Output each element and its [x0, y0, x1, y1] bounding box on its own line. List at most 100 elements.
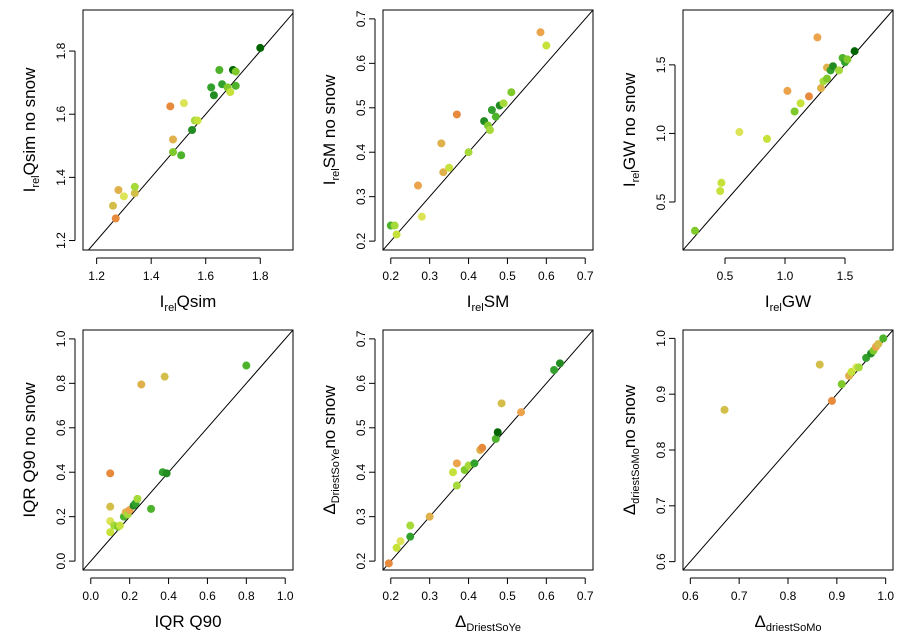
- data-point: [188, 126, 197, 134]
- ylabel-subscript: rel: [630, 170, 642, 182]
- data-point: [106, 502, 115, 511]
- y-axis-title: IrelGW no snow: [620, 72, 642, 187]
- y-axis: 0.2 0.3 0.4 0.5 0.6 0.7: [354, 10, 376, 249]
- x-tick-label: 0.6: [199, 589, 216, 603]
- x-tick-label: 0.2: [121, 589, 138, 603]
- data-point: [193, 116, 202, 125]
- y-axis: 0.5 1.0 1.5: [654, 56, 676, 210]
- x-tick-label: 0.3: [421, 589, 438, 603]
- y-tick-label: 0.6: [654, 553, 668, 570]
- data-point: [179, 99, 188, 108]
- plot-frame: [82, 329, 294, 571]
- y-tick-label: 0.3: [354, 508, 368, 525]
- data-point: [439, 168, 448, 177]
- data-point: [783, 86, 792, 95]
- data-point: [392, 543, 401, 552]
- data-point: [763, 134, 771, 143]
- y-axis-title: ΔdriestSoMono snow: [620, 384, 642, 515]
- y-tick-label: 0.4: [354, 144, 368, 161]
- x-axis: 0.0 0.2 0.4 0.6 0.8 1.0: [82, 577, 294, 603]
- y-axis: 0.6 0.7 0.8 0.9 1.0: [654, 330, 676, 570]
- x-axis-title: IrelQsim: [160, 292, 217, 314]
- data-point: [414, 181, 422, 190]
- data-point: [829, 62, 837, 71]
- y-axis: 1.2 1.4 1.6 1.8: [54, 42, 76, 249]
- x-tick-label: 0.8: [238, 589, 255, 603]
- plot-frame: [682, 9, 894, 251]
- data-point: [226, 88, 235, 97]
- x-tick-label: 0.4: [460, 589, 477, 603]
- ylabel-main: I: [620, 182, 639, 187]
- data-point: [691, 226, 699, 235]
- x-axis-title: ΔDriestSoYe: [455, 612, 521, 634]
- x-tick-label: 0.6: [682, 589, 699, 603]
- x-tick-label: 0.5: [499, 269, 516, 283]
- x-axis: 0.2 0.3 0.4 0.5 0.6 0.7: [382, 257, 594, 283]
- data-point: [555, 359, 564, 368]
- data-point: [452, 459, 461, 468]
- ylabel-rest: Qsim no snow: [20, 67, 39, 175]
- x-tick-label: 0.7: [577, 269, 594, 283]
- ylabel-main: Δ: [320, 503, 339, 514]
- x-tick-label: 0.9: [828, 589, 845, 603]
- y-tick-label: 0.7: [654, 497, 668, 514]
- ylabel-subscript: rel: [330, 168, 342, 180]
- xlabel-rest: GW: [782, 292, 811, 311]
- identity-line: [683, 10, 893, 250]
- data-point: [452, 110, 461, 119]
- data-point: [823, 74, 831, 83]
- data-point: [109, 201, 117, 210]
- x-tick-label: 0.3: [421, 269, 438, 283]
- ylabel-subscript: DriestSoYe: [330, 449, 342, 504]
- y-tick-label: 0.5: [354, 99, 368, 116]
- xlabel-main: Δ: [455, 612, 466, 631]
- data-point: [854, 363, 863, 372]
- data-point: [813, 33, 822, 42]
- y-tick-label: 1.6: [54, 106, 68, 123]
- y-tick-label: 0.2: [354, 232, 368, 249]
- data-point: [717, 178, 726, 187]
- y-axis-title: IrelSM no snow: [320, 74, 342, 185]
- x-axis-title: IrelGW: [765, 292, 811, 314]
- data-point: [487, 106, 496, 114]
- data-point: [256, 43, 265, 52]
- ylabel-subscript: driestSoMo: [630, 448, 642, 504]
- x-tick-label: 1.5: [837, 269, 854, 283]
- xlabel-subscript: rel: [164, 302, 176, 314]
- data-point: [843, 55, 852, 64]
- panel-iqr-q90: 0.0 0.2 0.4 0.6 0.8 1.0 0.0 0.2 0.4 0.6 0.8 1.0 IQR …: [20, 329, 294, 631]
- xlabel-subscript: DriestSoYe: [466, 622, 521, 634]
- plot-frame: [82, 9, 294, 251]
- xlabel-subscript: driestSoMo: [766, 622, 822, 634]
- data-point: [130, 189, 139, 198]
- panel-irel-sm: 0.2 0.3 0.4 0.5 0.6 0.7 0.2 0.3 0.4 0.5 0.6 0.7 Irel…: [320, 9, 594, 314]
- y-tick-label: 0.6: [54, 419, 68, 436]
- x-tick-label: 0.0: [82, 589, 99, 603]
- xlabel-rest: SM: [484, 292, 510, 311]
- x-tick-label: 0.2: [382, 589, 399, 603]
- data-point: [160, 372, 169, 381]
- y-tick-label: 0.7: [354, 330, 368, 347]
- data-point: [169, 135, 177, 144]
- data-point: [449, 468, 457, 477]
- ylabel-rest: GW no snow: [620, 72, 639, 170]
- xlabel-subscript: rel: [770, 302, 782, 314]
- y-tick-label: 1.8: [54, 42, 68, 59]
- y-axis-title: ΔDriestSoYeno snow: [320, 385, 342, 515]
- xlabel-rest: Qsim: [177, 292, 217, 311]
- data-point: [111, 214, 120, 223]
- ylabel-main: I: [20, 188, 39, 193]
- xlabel-main: I: [160, 292, 165, 311]
- y-tick-label: 0.8: [54, 375, 68, 392]
- data-point: [517, 408, 526, 417]
- data-point: [478, 443, 487, 452]
- data-point: [735, 128, 744, 137]
- y-tick-label: 0.5: [354, 419, 368, 436]
- data-point: [106, 528, 115, 537]
- data-point: [499, 99, 508, 108]
- x-axis: 0.2 0.3 0.4 0.5 0.6 0.7: [382, 577, 594, 603]
- y-tick-label: 1.0: [654, 330, 668, 347]
- x-tick-label: 0.5: [499, 589, 516, 603]
- y-tick-label: 0.9: [654, 386, 668, 403]
